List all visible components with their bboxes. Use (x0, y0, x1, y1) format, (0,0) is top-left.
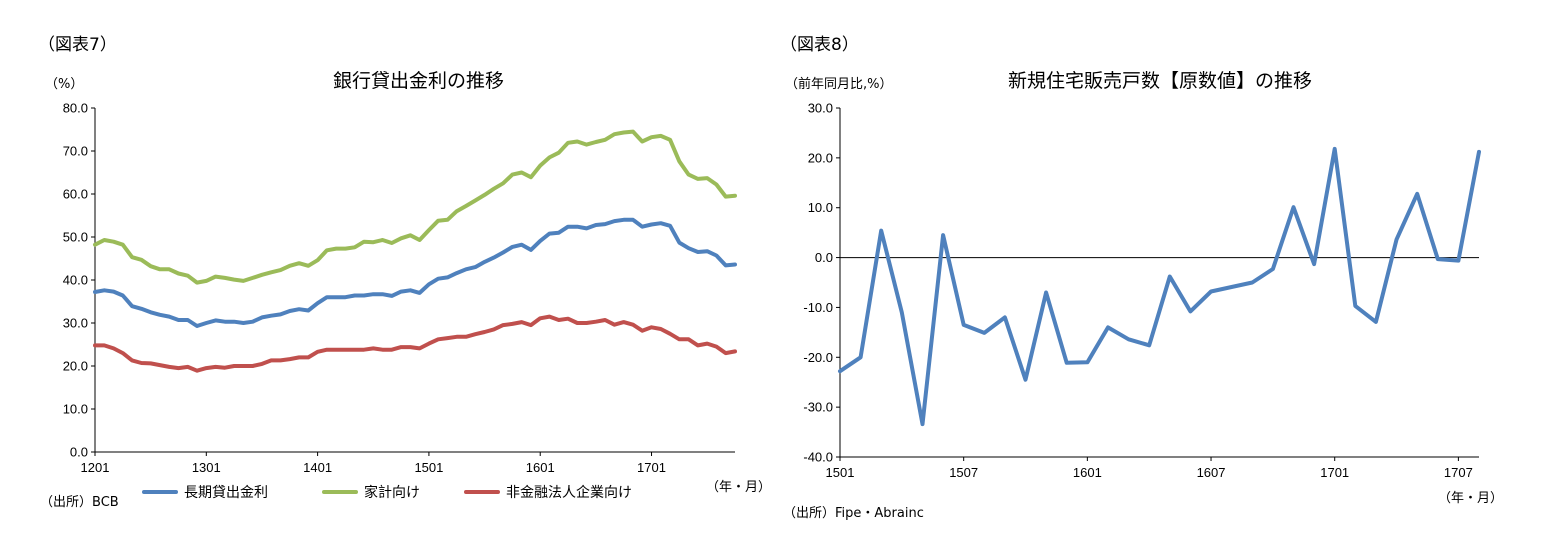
right-y-tick-label: 20.0 (808, 150, 833, 165)
legend-label-long: 長期貸出金利 (184, 485, 268, 501)
right-x-tick-label: 1701 (1320, 465, 1349, 480)
left-source: （出所）BCB (40, 495, 119, 510)
left-chart-title: 銀行貸出金利の推移 (333, 70, 505, 92)
left-y-tick-label: 20.0 (63, 359, 88, 374)
right-chart-title: 新規住宅販売戸数【原数値】の推移 (1008, 70, 1313, 92)
left-x-tick-label: 1301 (192, 460, 221, 475)
left-x-tick-label: 1501 (414, 460, 443, 475)
legend-swatch-household (322, 490, 358, 494)
left-x-tick-label: 1401 (303, 460, 332, 475)
left-y-tick-label: 50.0 (63, 230, 88, 245)
left-chart-plot: 0.0 10.0 20.0 30.0 40.0 50.0 60.0 70.0 80.0 1201 1… (63, 101, 737, 475)
right-series-line-1 (838, 146, 1481, 427)
legend-household: 家計向け (322, 482, 420, 502)
right-x-tick-label: 1501 (826, 465, 855, 480)
left-y-tick-label: 10.0 (63, 402, 88, 417)
left-x-tick-label: 1201 (81, 460, 110, 475)
left-y-tick-label: 80.0 (63, 101, 88, 116)
legend-swatch-corporate (464, 490, 500, 494)
left-y-tick-label: 70.0 (63, 144, 88, 159)
legend-label-corporate: 非金融法人企業向け (506, 485, 632, 501)
left-y-unit: （%） (45, 77, 84, 92)
left-y-tick-label: 40.0 (63, 273, 88, 288)
right-y-unit: （前年同月比,%） (785, 77, 893, 92)
right-y-tick-label: -10.0 (803, 300, 833, 315)
right-x-tick-label: 1607 (1197, 465, 1226, 480)
right-figure-label: （図表8） (780, 35, 859, 55)
legend-long-term: 長期貸出金利 (142, 482, 268, 502)
left-y-tick-label: 60.0 (63, 187, 88, 202)
left-series-line-3 (93, 314, 737, 373)
right-x-unit: （年・月） (1438, 491, 1504, 506)
right-chart-panel: （図表8） 新規住宅販売戸数【原数値】の推移 （前年同月比,%） -40.0 -3… (780, 0, 1561, 557)
right-y-tick-label: -30.0 (803, 400, 833, 415)
left-figure-label: （図表7） (38, 35, 117, 55)
legend-label-household: 家計向け (364, 485, 420, 501)
right-source: （出所）Fipe・Abrainc (783, 506, 924, 521)
left-chart-panel: （図表7） 銀行貸出金利の推移 （%） 0.0 10.0 20.0 30.0 40.0 5… (0, 0, 780, 557)
legend-corporate: 非金融法人企業向け (464, 482, 632, 502)
left-x-unit: （年・月） (706, 480, 772, 495)
right-x-tick-label: 1601 (1073, 465, 1102, 480)
legend-swatch-long (142, 490, 178, 494)
left-series-line-1 (93, 217, 737, 328)
right-y-tick-label: 30.0 (808, 101, 833, 116)
left-x-tick-label: 1601 (526, 460, 555, 475)
right-y-tick-label: -20.0 (803, 350, 833, 365)
right-y-tick-label: -40.0 (803, 450, 833, 465)
right-y-tick-label: 10.0 (808, 200, 833, 215)
right-x-tick-label: 1507 (949, 465, 978, 480)
left-series-line-2 (93, 129, 737, 285)
right-y-tick-label: 0.0 (815, 250, 833, 265)
left-x-tick-label: 1701 (637, 460, 666, 475)
left-y-tick-label: 0.0 (70, 445, 88, 460)
right-x-tick-label: 1707 (1444, 465, 1473, 480)
left-y-tick-label: 30.0 (63, 316, 88, 331)
right-chart-plot: -40.0 -30.0 -20.0 -10.0 0.0 10.0 20.0 30.0 1501 1… (803, 101, 1481, 480)
